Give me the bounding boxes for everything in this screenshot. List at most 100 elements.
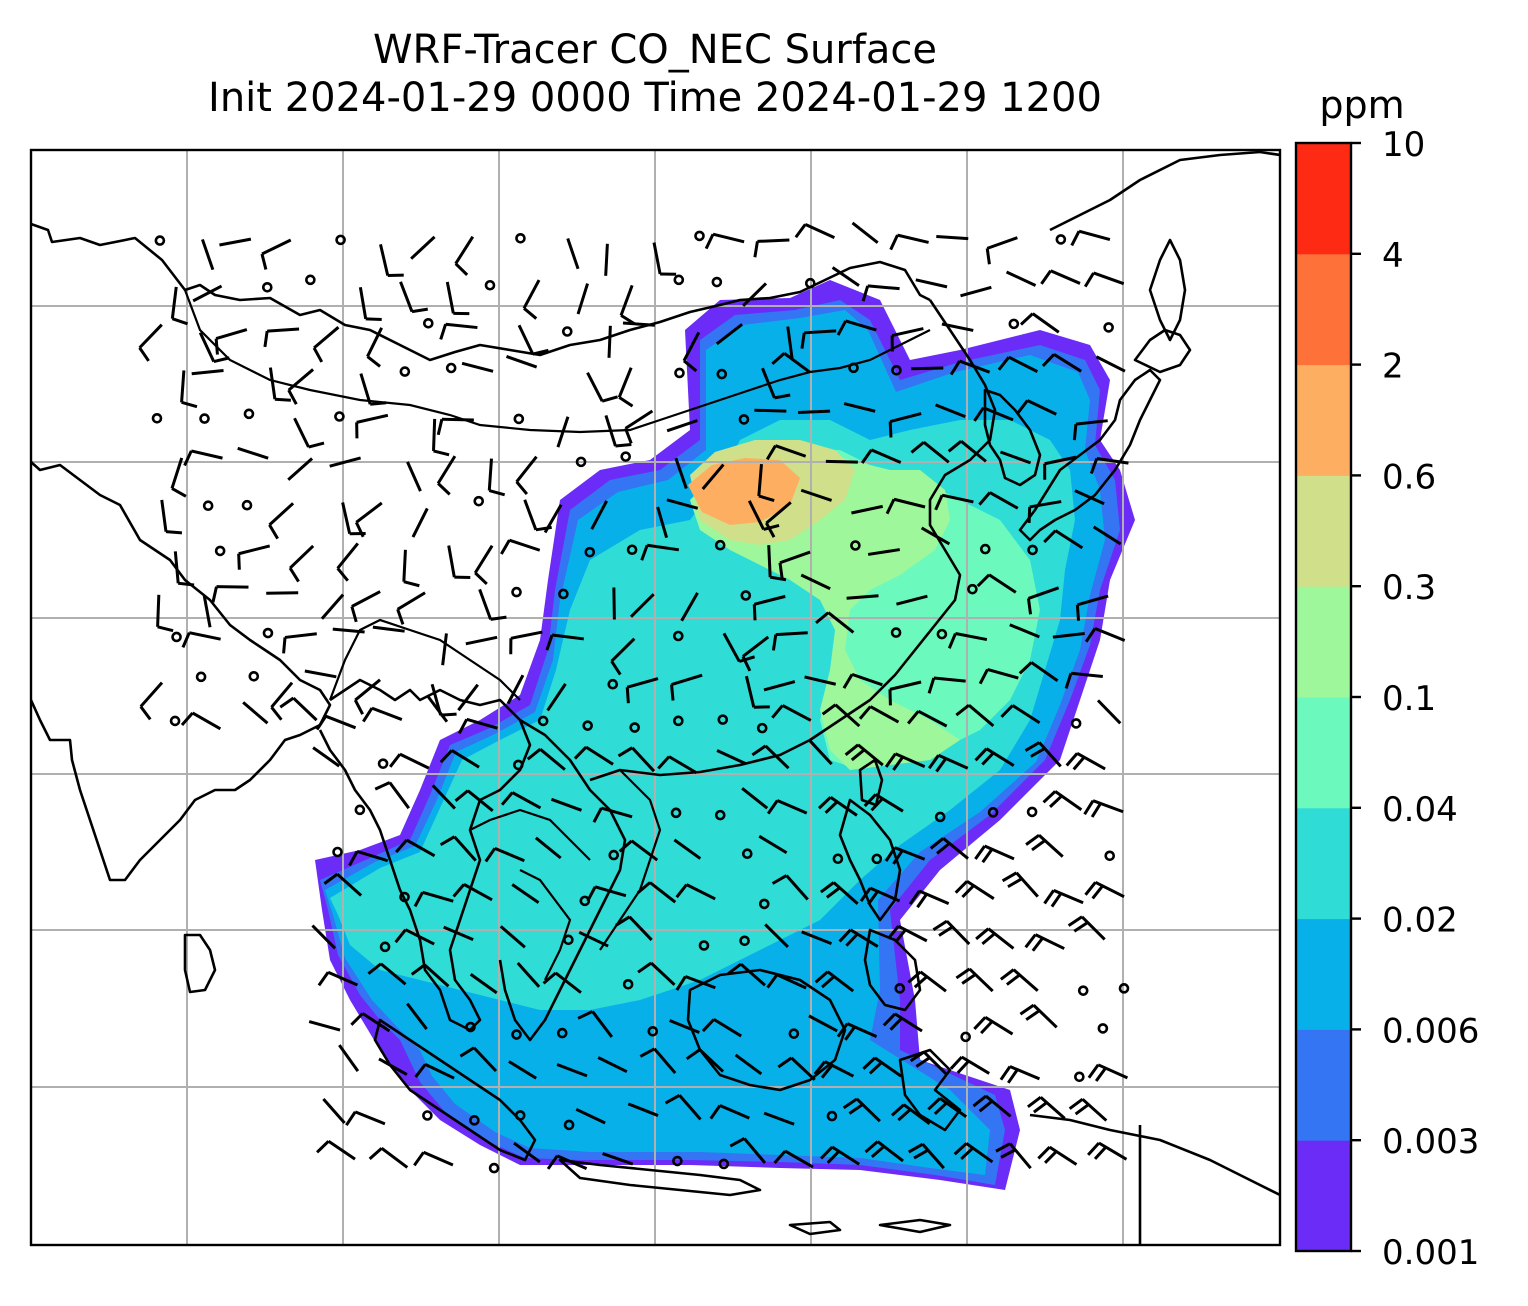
wind-barb-staff [849, 928, 879, 948]
wind-barb [831, 266, 860, 287]
wind-barb-feather [884, 846, 897, 862]
wind-barb [1000, 704, 1041, 724]
wind-barb [602, 1152, 634, 1166]
wind-barb-feather [908, 890, 921, 905]
wind-barb [927, 1097, 968, 1118]
wind-barb [764, 923, 790, 948]
wind-barb-staff [933, 676, 966, 683]
wind-barb [487, 458, 506, 497]
wind-barb-feather [825, 886, 841, 899]
wind-barb-staff [556, 416, 570, 448]
wind-barb-staff [445, 322, 478, 330]
wind-barb-staff [546, 683, 567, 712]
wind-barb [350, 590, 381, 623]
wind-barb-staff [832, 881, 859, 905]
wind-barb [741, 635, 770, 672]
wind-barb-feather [546, 1155, 559, 1170]
wind-barb-feather [214, 338, 219, 355]
wind-barb [999, 1065, 1041, 1084]
wind-barb [997, 355, 1039, 373]
wind-barb-feather [260, 253, 268, 270]
colorbar-tick-label: 0.04 [1382, 790, 1458, 830]
wind-barb-feather [936, 842, 951, 855]
wind-barb-staff [941, 493, 974, 504]
wind-barb-feather [315, 715, 328, 731]
wind-barb-feather [374, 781, 391, 791]
wind-barb-staff [984, 1015, 1014, 1036]
wind-barb [975, 927, 1015, 950]
calm-wind-marker [850, 540, 861, 551]
wind-barb-staff [469, 973, 498, 995]
wind-barb-staff [757, 463, 763, 497]
wind-barb [575, 1107, 606, 1125]
calm-wind-marker [716, 368, 728, 380]
wind-barb-feather [890, 1103, 905, 1117]
wind-barb-staff [1050, 269, 1081, 285]
wind-barb-feather [859, 887, 872, 903]
wind-barb-staff [543, 504, 563, 534]
wind-barb [934, 493, 974, 511]
wind-barb [808, 739, 833, 766]
wind-barb-staff [917, 709, 948, 728]
wind-barb-staff [790, 1056, 816, 1081]
wind-barb [765, 444, 807, 461]
wind-barb-feather [838, 928, 852, 943]
wind-barb-feather [354, 521, 365, 538]
wind-barb-staff [487, 458, 493, 491]
wind-barb-feather [610, 660, 622, 676]
wind-barb-feather [237, 553, 241, 570]
wind-barb-staff [763, 1111, 795, 1126]
wind-barb-staff [781, 704, 812, 722]
wind-barb-staff [1054, 790, 1083, 811]
wind-barb-feather [907, 1142, 924, 1154]
wind-barb-feather [956, 1060, 970, 1074]
wind-barb-feather [888, 421, 893, 438]
calm-wind-marker [261, 282, 273, 293]
wind-barb-staff [666, 419, 698, 433]
wind-barb [378, 1057, 408, 1076]
calm-wind-marker [154, 235, 166, 246]
wind-barb [202, 595, 212, 628]
wind-barb-feather [836, 1022, 849, 1038]
wind-barb-feather [532, 348, 549, 356]
wind-barb-feather [370, 401, 387, 406]
wind-barb [410, 963, 450, 988]
wind-barb-staff [198, 331, 216, 363]
wind-barb-staff [327, 970, 359, 987]
wind-barb-feather [586, 886, 597, 902]
wind-barb [1024, 741, 1062, 768]
wind-barb-feather [474, 571, 488, 586]
wind-barb-feather [490, 615, 507, 621]
wind-barb-staff [341, 502, 352, 535]
wind-barb [972, 1094, 1012, 1118]
wind-barb-feather [367, 962, 382, 975]
wind-barb [843, 402, 876, 413]
calm-wind-marker [469, 1115, 480, 1126]
wind-barb [513, 1141, 541, 1164]
wind-barb-staff [329, 456, 362, 468]
calm-wind-marker [694, 230, 705, 242]
wind-barb-feather [350, 606, 358, 623]
wind-barb-staff [191, 368, 224, 376]
wind-barb-staff [356, 850, 389, 863]
wind-barb-feather [1018, 661, 1033, 675]
wind-barb [268, 502, 295, 540]
wind-barb-staff [457, 683, 479, 712]
wind-barb-staff [499, 925, 526, 949]
wind-barb [751, 744, 790, 770]
wind-barb-staff [1075, 419, 1108, 426]
calm-wind-marker [515, 233, 526, 244]
wind-barb-feather [1083, 272, 1095, 288]
calm-wind-marker [741, 848, 753, 859]
wind-barb-feather [1016, 399, 1029, 415]
wind-barb [657, 755, 698, 775]
wind-barb-feather [515, 480, 529, 495]
wind-barb-staff [851, 221, 879, 244]
wind-barb-feather [848, 1103, 864, 1115]
wind-barb-staff [911, 366, 944, 371]
wind-barb-feather [910, 441, 925, 454]
wind-barb-staff [915, 278, 948, 289]
wind-barb-feather [771, 634, 778, 651]
wind-barb [911, 366, 944, 371]
wind-barb-staff [597, 1056, 628, 1074]
